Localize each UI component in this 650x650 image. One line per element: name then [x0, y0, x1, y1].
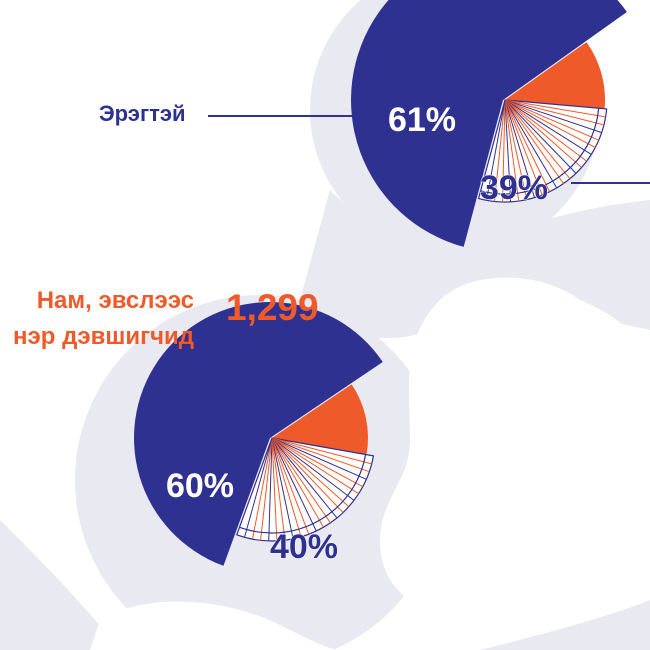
pie-slice-blue [134, 302, 383, 566]
hatch-lines [485, 99, 606, 202]
pie-slice-orange [272, 384, 368, 455]
blob-right-lower [480, 600, 650, 650]
pie-slice-orange [505, 42, 605, 109]
candidates-label-line1: Нам, эвслээс [36, 287, 194, 314]
candidates-label-line2: нэр дэвшигчид [13, 323, 194, 350]
male-label: Эрэгтэй [99, 101, 186, 126]
candidates-count: 1,299 [226, 287, 319, 328]
hatch-ring [480, 108, 600, 195]
white-cloud-bottom [90, 601, 340, 650]
hatch-ring [239, 454, 367, 534]
data-label-hatched: 40% [270, 528, 338, 566]
pie-chart-bottom: 60% 40% [134, 302, 383, 566]
blob-left-lower [0, 520, 120, 650]
data-label-hatched: 39% [480, 169, 548, 207]
pie-chart-top: 61% 39% [351, 0, 627, 247]
pie-slice-blue [351, 0, 627, 247]
data-label-blue: 61% [388, 101, 456, 139]
hatch-lines [244, 437, 372, 541]
white-cloud-right [380, 277, 650, 620]
data-label-blue: 60% [166, 467, 234, 505]
